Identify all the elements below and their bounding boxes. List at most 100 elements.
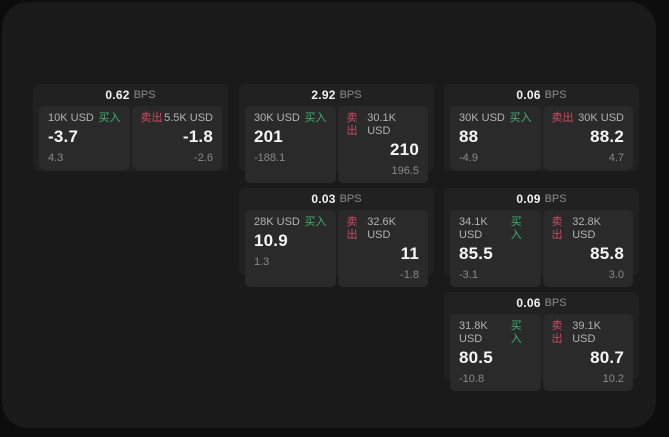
buy-price: 85.5 <box>459 244 493 263</box>
sell-side-label: 卖出 <box>551 216 563 241</box>
bps-unit-label: BPS <box>133 89 156 101</box>
bps-header: 0.06 BPS <box>450 292 633 314</box>
bps-unit-label: BPS <box>339 89 362 101</box>
sell-price: 88.2 <box>590 127 624 146</box>
bps-unit-label: BPS <box>544 297 567 309</box>
buy-quote-panel[interactable]: 30K USD 买入 88 -4.9 <box>450 106 541 170</box>
bps-header: 0.06 BPS <box>450 84 633 106</box>
sell-quote-panel[interactable]: 卖出 30.1K USD 210 196.5 <box>337 106 428 183</box>
sell-price: 210 <box>390 140 419 159</box>
quote-card: 0.06 BPS 30K USD 买入 88 -4.9 卖出 30K USD 8… <box>444 84 639 171</box>
sell-quote-panel[interactable]: 卖出 32.8K USD 85.8 3.0 <box>542 210 633 287</box>
sell-price: -1.8 <box>182 127 213 146</box>
bps-unit-label: BPS <box>544 89 567 101</box>
quote-card: 2.92 BPS 30K USD 买入 201 -188.1 卖出 30.1K … <box>239 84 434 183</box>
quote-card: 0.06 BPS 31.8K USD 买入 80.5 -10.8 卖出 39.1… <box>444 292 639 391</box>
quote-card-body: 31.8K USD 买入 80.5 -10.8 卖出 39.1K USD 80.… <box>450 314 633 391</box>
sell-label-row: 卖出 32.8K USD <box>552 216 625 242</box>
buy-change: 4.3 <box>48 152 64 164</box>
buy-label-row: 28K USD 买入 <box>254 216 327 229</box>
sell-amount: 5.5K USD <box>164 112 213 124</box>
sell-change: 4.7 <box>608 152 624 164</box>
sell-quote-panel[interactable]: 卖出 32.6K USD 11 -1.8 <box>337 210 428 287</box>
sell-side-label: 卖出 <box>140 112 163 124</box>
buy-side-label: 买入 <box>304 112 327 124</box>
buy-side-label: 买入 <box>510 320 522 345</box>
quote-board-panel: 0.62 BPS 10K USD 买入 -3.7 4.3 卖出 5.5K USD… <box>2 2 656 428</box>
sell-side-label: 卖出 <box>551 320 563 345</box>
sell-quote-panel[interactable]: 卖出 30K USD 88.2 4.7 <box>542 106 633 170</box>
buy-amount: 30K USD <box>254 112 300 124</box>
sell-change: 10.2 <box>602 373 624 385</box>
buy-quote-panel[interactable]: 28K USD 买入 10.9 1.3 <box>245 210 336 287</box>
bps-unit-label: BPS <box>544 193 567 205</box>
quote-card-body: 28K USD 买入 10.9 1.3 卖出 32.6K USD 11 -1.8 <box>245 210 428 287</box>
buy-amount: 30K USD <box>459 112 505 124</box>
buy-change: -3.1 <box>459 269 478 281</box>
bps-value: 0.06 <box>516 296 541 310</box>
sell-amount: 30K USD <box>578 112 624 124</box>
sell-amount: 39.1K USD <box>572 320 601 345</box>
quote-card-body: 30K USD 买入 201 -188.1 卖出 30.1K USD 210 1… <box>245 106 428 183</box>
buy-side-label: 买入 <box>509 112 532 124</box>
sell-side-label: 卖出 <box>346 216 358 241</box>
buy-label-row: 30K USD 买入 <box>254 112 327 125</box>
sell-label-row: 卖出 39.1K USD <box>552 320 625 346</box>
buy-amount: 31.8K USD <box>459 320 488 345</box>
sell-quote-panel[interactable]: 卖出 5.5K USD -1.8 -2.6 <box>131 106 222 170</box>
buy-quote-panel[interactable]: 31.8K USD 买入 80.5 -10.8 <box>450 314 541 391</box>
bps-value: 0.09 <box>516 192 541 206</box>
buy-quote-panel[interactable]: 30K USD 买入 201 -188.1 <box>245 106 336 183</box>
buy-label-row: 31.8K USD 买入 <box>459 320 532 346</box>
buy-amount: 10K USD <box>48 112 94 124</box>
buy-price: 88 <box>459 127 479 146</box>
buy-label-row: 34.1K USD 买入 <box>459 216 532 242</box>
quote-card: 0.03 BPS 28K USD 买入 10.9 1.3 卖出 32.6K US… <box>239 188 434 287</box>
sell-amount: 32.8K USD <box>572 216 601 241</box>
buy-label-row: 30K USD 买入 <box>459 112 532 125</box>
buy-price: -3.7 <box>48 127 79 146</box>
quote-card-body: 10K USD 买入 -3.7 4.3 卖出 5.5K USD -1.8 -2.… <box>39 106 222 170</box>
sell-change: -1.8 <box>400 269 419 281</box>
bps-header: 0.62 BPS <box>39 84 222 106</box>
quote-card: 0.62 BPS 10K USD 买入 -3.7 4.3 卖出 5.5K USD… <box>33 84 228 171</box>
buy-price: 80.5 <box>459 348 493 367</box>
bps-value: 2.92 <box>311 88 336 102</box>
buy-side-label: 买入 <box>304 216 327 228</box>
buy-change: 1.3 <box>254 256 270 268</box>
sell-label-row: 卖出 32.6K USD <box>347 216 420 242</box>
bps-header: 0.03 BPS <box>245 188 428 210</box>
sell-price: 11 <box>400 244 419 263</box>
bps-header: 2.92 BPS <box>245 84 428 106</box>
sell-amount: 32.6K USD <box>367 216 396 241</box>
sell-change: -2.6 <box>194 152 213 164</box>
bps-value: 0.06 <box>516 88 541 102</box>
sell-change: 196.5 <box>391 165 419 177</box>
buy-price: 10.9 <box>254 231 288 250</box>
buy-quote-panel[interactable]: 34.1K USD 买入 85.5 -3.1 <box>450 210 541 287</box>
sell-amount: 30.1K USD <box>367 112 396 137</box>
buy-price: 201 <box>254 127 283 146</box>
quote-card-body: 34.1K USD 买入 85.5 -3.1 卖出 32.8K USD 85.8… <box>450 210 633 287</box>
sell-label-row: 卖出 30.1K USD <box>347 112 420 138</box>
buy-change: -188.1 <box>254 152 286 164</box>
buy-change: -10.8 <box>459 373 485 385</box>
buy-amount: 34.1K USD <box>459 216 488 241</box>
bps-value: 0.03 <box>311 192 336 206</box>
buy-amount: 28K USD <box>254 216 300 228</box>
buy-label-row: 10K USD 买入 <box>48 112 121 125</box>
sell-label-row: 卖出 30K USD <box>552 112 625 125</box>
buy-quote-panel[interactable]: 10K USD 买入 -3.7 4.3 <box>39 106 130 170</box>
buy-side-label: 买入 <box>98 112 121 124</box>
quote-card: 0.09 BPS 34.1K USD 买入 85.5 -3.1 卖出 32.8K… <box>444 188 639 287</box>
sell-quote-panel[interactable]: 卖出 39.1K USD 80.7 10.2 <box>542 314 633 391</box>
buy-side-label: 买入 <box>510 216 522 241</box>
sell-label-row: 卖出 5.5K USD <box>141 112 214 125</box>
bps-value: 0.62 <box>105 88 130 102</box>
quote-card-body: 30K USD 买入 88 -4.9 卖出 30K USD 88.2 4.7 <box>450 106 633 170</box>
sell-side-label: 卖出 <box>551 112 574 124</box>
bps-unit-label: BPS <box>339 193 362 205</box>
sell-price: 80.7 <box>590 348 624 367</box>
bps-header: 0.09 BPS <box>450 188 633 210</box>
sell-price: 85.8 <box>590 244 624 263</box>
